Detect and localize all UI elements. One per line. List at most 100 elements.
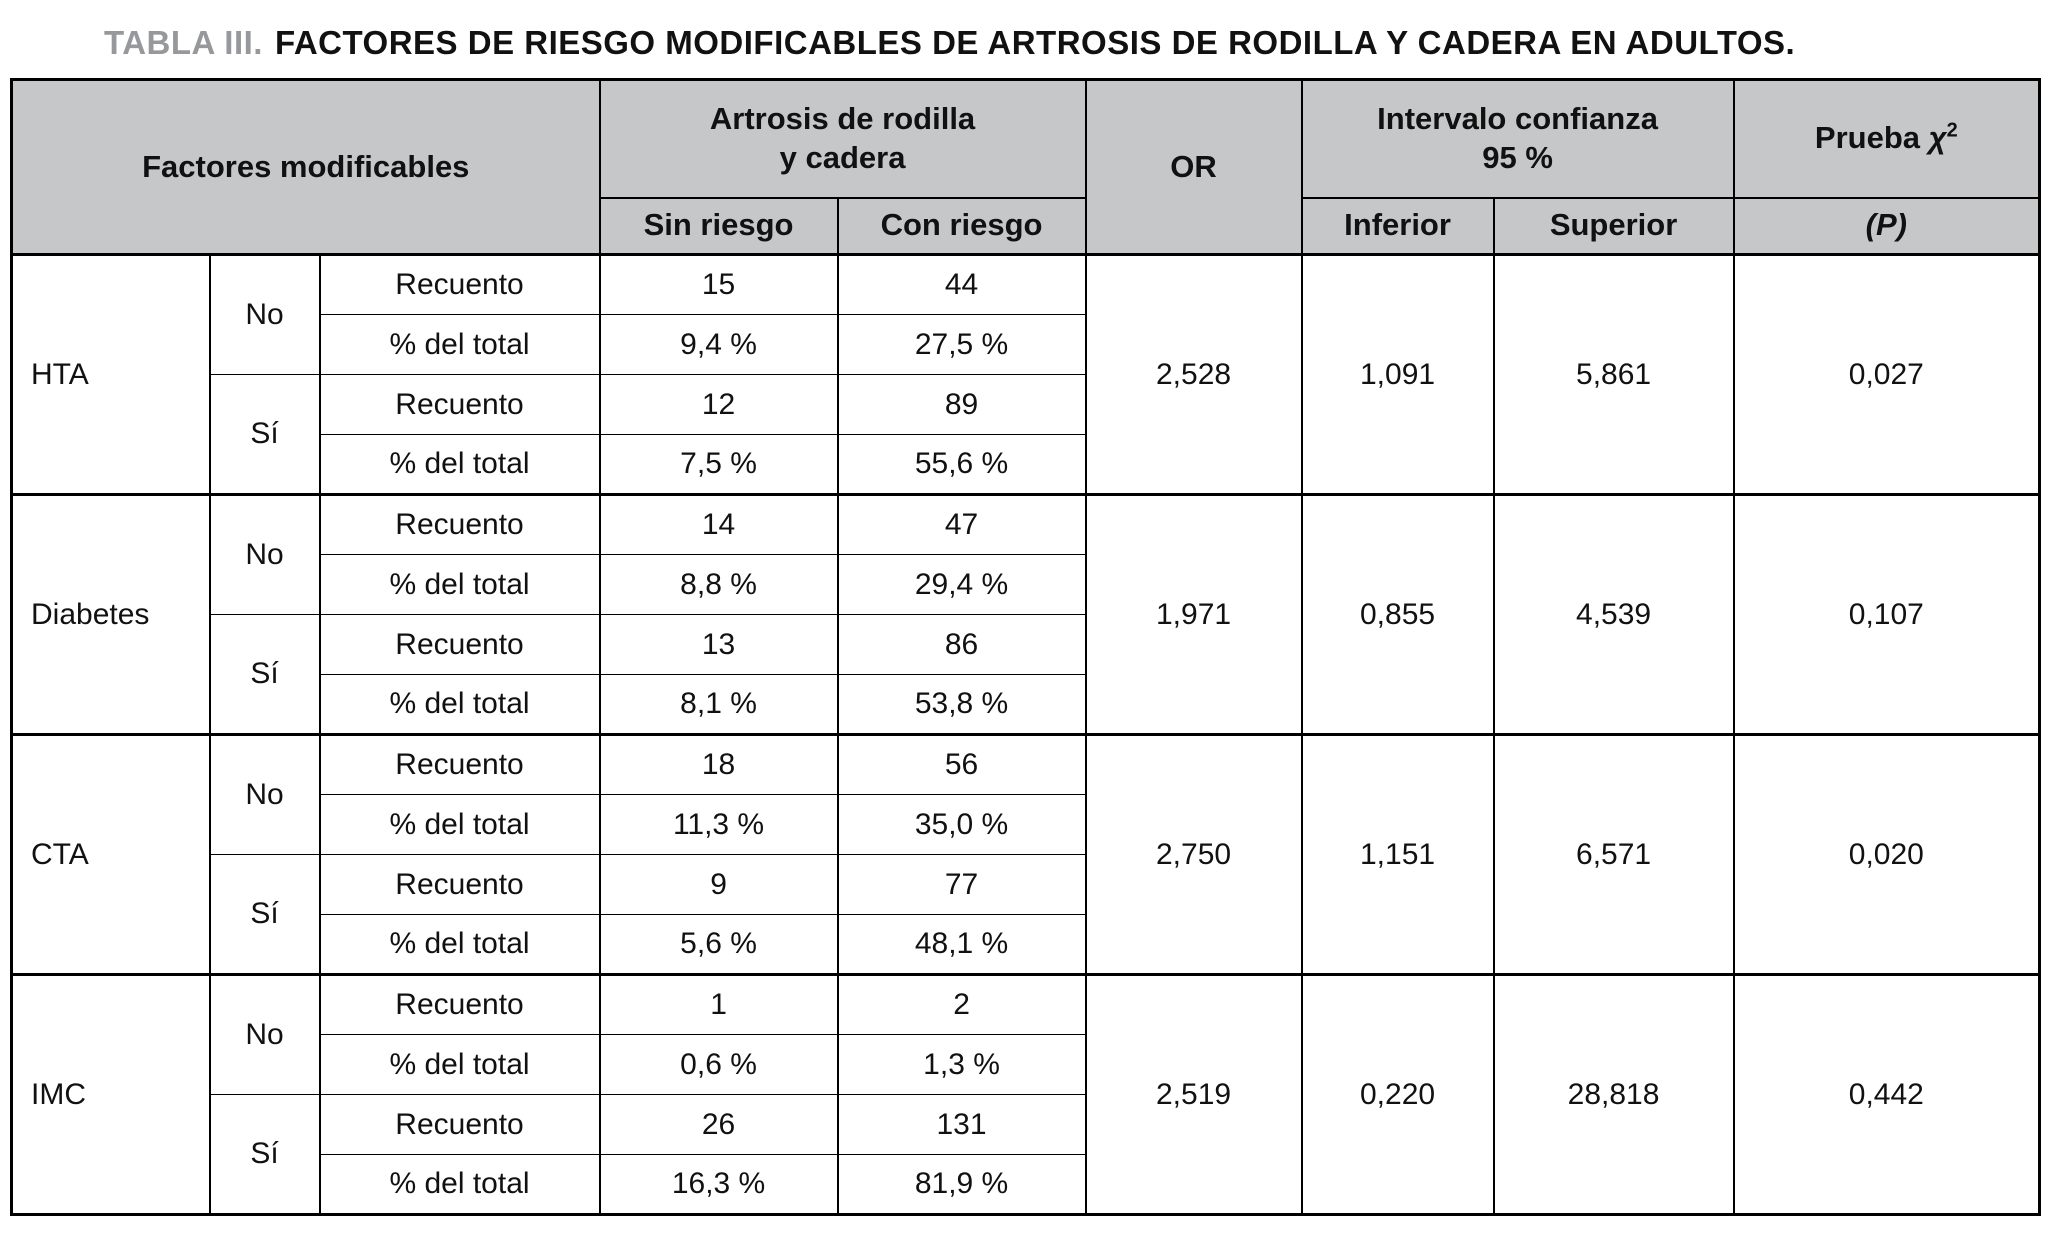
hta-no-recuento-con: 44 xyxy=(836,253,1087,315)
row-label-recuento: Recuento xyxy=(318,1094,601,1155)
hta-si-recuento-sin: 12 xyxy=(598,374,839,435)
imc-ci-inferior: 0,220 xyxy=(1300,973,1495,1215)
risk-factors-table: Factores modificables Artrosis de rodill… xyxy=(10,78,2042,1216)
header-row-1: Factores modificables Artrosis de rodill… xyxy=(10,78,2041,256)
hta-si-pct-con: 55,6 % xyxy=(836,434,1087,495)
row-label-recuento: Recuento xyxy=(318,733,601,795)
table-row: CTA No Recuento 18 56 2,750 1,151 6,571 … xyxy=(10,733,2041,975)
hta-si-pct-sin: 7,5 % xyxy=(598,434,839,495)
row-label-pct: % del total xyxy=(318,314,601,375)
row-label-pct: % del total xyxy=(318,434,601,495)
diabetes-si-recuento-sin: 13 xyxy=(598,614,839,675)
diabetes-si-label: Sí xyxy=(208,614,321,735)
cta-si-recuento-sin: 9 xyxy=(598,854,839,915)
imc-no-pct-con: 1,3 % xyxy=(836,1034,1087,1095)
cta-no-recuento-sin: 18 xyxy=(598,733,839,795)
cta-no-recuento-con: 56 xyxy=(836,733,1087,795)
table-row: HTA No Recuento 15 44 2,528 1,091 5,861 … xyxy=(10,253,2041,495)
hta-no-recuento-sin: 15 xyxy=(598,253,839,315)
header-prueba-word: Prueba xyxy=(1814,120,1929,156)
table-row: % del total 11,3 % 35,0 % xyxy=(12,794,2040,855)
header-prueba-chi2: Prueba χ2 xyxy=(1732,78,2041,199)
imc-no-recuento-con: 2 xyxy=(836,973,1087,1035)
hta-ci-superior: 5,861 xyxy=(1492,253,1735,495)
cta-si-recuento-con: 77 xyxy=(836,854,1087,915)
row-label-recuento: Recuento xyxy=(318,854,601,915)
hta-no-pct-sin: 9,4 % xyxy=(598,314,839,375)
imc-no-pct-sin: 0,6 % xyxy=(598,1034,839,1095)
table-row: Sí Recuento 26 131 xyxy=(12,1094,2040,1215)
row-label-pct: % del total xyxy=(318,1034,601,1095)
diabetes-ci-superior: 4,539 xyxy=(1492,493,1735,735)
hta-p-value: 0,027 xyxy=(1732,253,2041,495)
cta-no-pct-con: 35,0 % xyxy=(836,794,1087,855)
table-row: Sí Recuento 12 89 xyxy=(12,374,2040,495)
table-row: % del total 9,4 % 27,5 % xyxy=(12,314,2040,375)
row-label-pct: % del total xyxy=(318,794,601,855)
row-label-recuento: Recuento xyxy=(318,973,601,1035)
diabetes-no-recuento-con: 47 xyxy=(836,493,1087,555)
header-row-2: Sin riesgo Con riesgo Inferior Superior … xyxy=(12,196,2041,256)
diabetes-si-recuento-con: 86 xyxy=(836,614,1087,675)
row-label-recuento: Recuento xyxy=(318,493,601,555)
cta-no-pct-sin: 11,3 % xyxy=(598,794,839,855)
table-row: IMC No Recuento 1 2 2,519 0,220 28,818 0… xyxy=(10,973,2041,1215)
header-intervalo-confianza: Intervalo confianza 95 % xyxy=(1300,78,1735,199)
table-title: TABLA III. FACTORES DE RIESGO MODIFICABLE… xyxy=(104,24,2039,62)
table-row: % del total 8,8 % 29,4 % xyxy=(12,554,2040,615)
row-label-recuento: Recuento xyxy=(318,614,601,675)
table-row: % del total 0,6 % 1,3 % xyxy=(12,1034,2040,1095)
header-sin-riesgo: Sin riesgo xyxy=(598,196,839,256)
chi-exponent: 2 xyxy=(1946,120,1958,143)
row-label-pct: % del total xyxy=(318,914,601,975)
row-label-recuento: Recuento xyxy=(318,374,601,435)
factor-cell-hta: HTA xyxy=(10,253,211,495)
row-label-pct: % del total xyxy=(318,674,601,735)
cta-no-label: No xyxy=(208,733,321,855)
diabetes-no-pct-sin: 8,8 % xyxy=(598,554,839,615)
header-p-value: (P) xyxy=(1732,196,2041,256)
table-title-text: FACTORES DE RIESGO MODIFICABLES DE ARTRO… xyxy=(274,24,1796,61)
table-row: Sí Recuento 9 77 xyxy=(12,854,2040,975)
imc-si-pct-con: 81,9 % xyxy=(836,1154,1087,1215)
diabetes-p-value: 0,107 xyxy=(1732,493,2041,735)
imc-p-value: 0,442 xyxy=(1732,973,2041,1215)
table-row: Sí Recuento 13 86 xyxy=(12,614,2040,735)
header-con-riesgo: Con riesgo xyxy=(836,196,1087,256)
table-row: % del total 7,5 % 55,6 % xyxy=(12,434,2040,495)
factor-cell-diabetes: Diabetes xyxy=(10,493,211,735)
table-row: % del total 8,1 % 53,8 % xyxy=(12,674,2040,735)
imc-si-recuento-sin: 26 xyxy=(598,1094,839,1155)
hta-si-label: Sí xyxy=(208,374,321,495)
cta-ci-inferior: 1,151 xyxy=(1300,733,1495,975)
diabetes-no-recuento-sin: 14 xyxy=(598,493,839,555)
header-superior: Superior xyxy=(1492,196,1735,256)
hta-no-label: No xyxy=(208,253,321,375)
diabetes-ci-inferior: 0,855 xyxy=(1300,493,1495,735)
imc-si-pct-sin: 16,3 % xyxy=(598,1154,839,1215)
imc-si-recuento-con: 131 xyxy=(836,1094,1087,1155)
row-label-recuento: Recuento xyxy=(318,253,601,315)
imc-no-recuento-sin: 1 xyxy=(598,973,839,1035)
hta-no-pct-con: 27,5 % xyxy=(836,314,1087,375)
cta-or: 2,750 xyxy=(1084,733,1303,975)
factor-cell-cta: CTA xyxy=(10,733,211,975)
diabetes-no-label: No xyxy=(208,493,321,615)
cta-p-value: 0,020 xyxy=(1732,733,2041,975)
cta-si-pct-con: 48,1 % xyxy=(836,914,1087,975)
hta-ci-inferior: 1,091 xyxy=(1300,253,1495,495)
header-factores-modificables: Factores modificables xyxy=(10,78,601,256)
header-artrosis: Artrosis de rodilla y cadera xyxy=(598,78,1087,199)
row-label-pct: % del total xyxy=(318,1154,601,1215)
factor-cell-imc: IMC xyxy=(10,973,211,1215)
diabetes-or: 1,971 xyxy=(1084,493,1303,735)
table-row: % del total 16,3 % 81,9 % xyxy=(12,1154,2040,1215)
table-row: Diabetes No Recuento 14 47 1,971 0,855 4… xyxy=(10,493,2041,735)
cta-si-label: Sí xyxy=(208,854,321,975)
cta-ci-superior: 6,571 xyxy=(1492,733,1735,975)
chi-symbol: χ xyxy=(1928,120,1947,156)
hta-si-recuento-con: 89 xyxy=(836,374,1087,435)
cta-si-pct-sin: 5,6 % xyxy=(598,914,839,975)
imc-no-label: No xyxy=(208,973,321,1095)
header-inferior: Inferior xyxy=(1300,196,1495,256)
